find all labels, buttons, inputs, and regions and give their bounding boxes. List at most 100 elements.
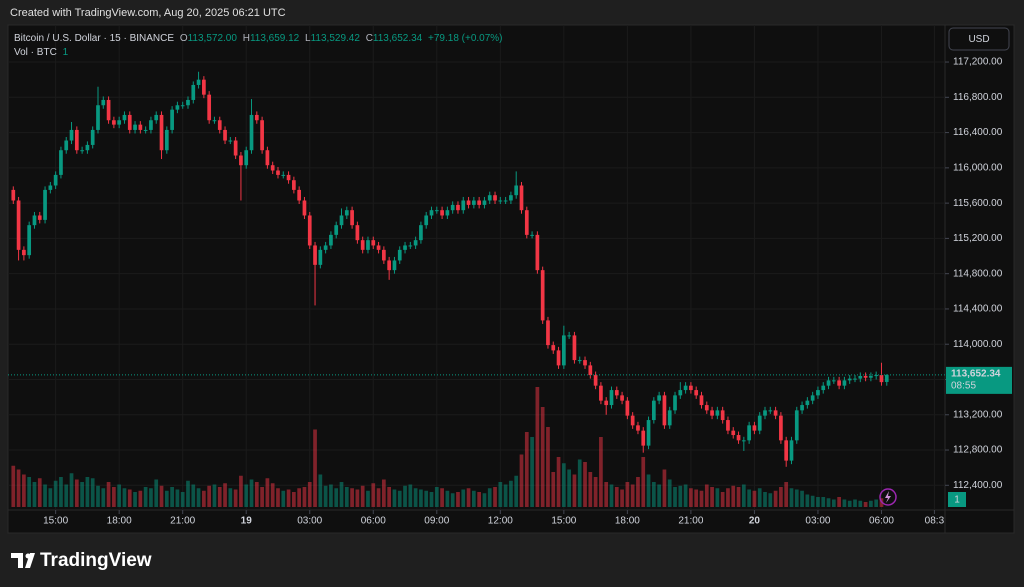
- candle-body: [710, 410, 714, 416]
- volume-bar: [355, 489, 360, 507]
- volume-bar: [186, 480, 190, 507]
- volume-bar: [53, 480, 58, 507]
- watermark-header: Created with TradingView.com, Aug 20, 20…: [10, 7, 286, 19]
- candle-body: [360, 240, 365, 250]
- candle-body: [731, 430, 736, 436]
- volume-bar: [344, 487, 349, 507]
- candle-body: [450, 204, 455, 211]
- volume-bar: [16, 469, 21, 507]
- volume-bar: [794, 489, 799, 507]
- candle-body: [874, 375, 879, 377]
- volume-bar: [551, 472, 556, 507]
- volume-bar: [376, 488, 381, 507]
- candle-body: [37, 215, 42, 220]
- candle-body: [254, 114, 259, 121]
- volume-bar: [810, 495, 815, 507]
- volume-bar: [509, 480, 513, 507]
- volume-bar: [450, 493, 455, 507]
- candle-body: [673, 395, 677, 411]
- candle-body: [149, 120, 153, 130]
- axes: 117,200.00 116,800.00 116,400.00 116,000.00…: [8, 57, 1012, 527]
- volume-bar: [757, 488, 762, 507]
- y-tick-label: 113,200.00: [953, 409, 1003, 420]
- volume-bar: [228, 488, 233, 507]
- candle-body: [625, 400, 630, 416]
- candle-body: [503, 200, 508, 202]
- candle-body: [847, 378, 852, 381]
- volume-bar: [27, 477, 32, 507]
- alert-circle[interactable]: [879, 488, 897, 506]
- candle-body: [239, 155, 243, 166]
- candle-body: [636, 425, 640, 431]
- candle-body: [244, 150, 249, 166]
- volume-bar: [80, 482, 84, 507]
- candle-body: [392, 260, 397, 271]
- candle-body: [11, 189, 16, 201]
- candle-body: [270, 165, 275, 171]
- candle-body: [879, 375, 884, 383]
- volume-bar: [831, 499, 836, 507]
- candle-body: [371, 240, 376, 246]
- candle-body: [382, 249, 386, 261]
- volume-bar: [620, 489, 624, 507]
- volume-bar: [561, 463, 566, 507]
- candle-body: [524, 210, 529, 235]
- candle-body: [117, 120, 122, 125]
- candle-body: [630, 415, 635, 426]
- volume-bar: [731, 485, 736, 507]
- candle-body: [794, 410, 799, 441]
- candle-body: [561, 335, 566, 366]
- candle-body: [614, 390, 619, 396]
- candle-body: [694, 390, 699, 396]
- alert-bolt[interactable]: [885, 491, 891, 503]
- candle-body: [747, 425, 751, 441]
- candle-body: [212, 120, 217, 122]
- y-tick-label: 114,000.00: [953, 339, 1003, 350]
- candle-body: [831, 380, 836, 382]
- candle-body: [741, 440, 746, 442]
- volume-bar: [350, 488, 354, 507]
- candle-body: [853, 378, 857, 380]
- y-tick-label: 116,800.00: [953, 92, 1003, 103]
- change-label: +79.18 (+0.07%): [428, 33, 503, 44]
- currency-button[interactable]: [948, 27, 1010, 51]
- candle-body: [143, 129, 148, 131]
- candle-body: [651, 400, 656, 421]
- volume-bar: [334, 488, 339, 507]
- volume-bar: [329, 484, 333, 507]
- alert-icon[interactable]: [879, 488, 897, 506]
- volume-bar: [223, 483, 227, 507]
- volume-bar: [371, 483, 376, 507]
- candle-body: [180, 105, 185, 107]
- candle-body: [334, 225, 339, 235]
- candle-body: [726, 420, 730, 431]
- volume-bar: [212, 484, 217, 507]
- volume-bar: [641, 457, 646, 507]
- candle-body: [509, 195, 513, 201]
- volume-bar: [32, 482, 37, 507]
- candle-body: [223, 129, 227, 141]
- volume-bar: [48, 488, 53, 507]
- volume-bar: [366, 490, 370, 507]
- volume-bar: [397, 490, 402, 507]
- candle-body: [863, 375, 868, 378]
- candle-body: [249, 114, 254, 151]
- candle-body: [106, 99, 111, 121]
- candle-body: [530, 234, 534, 236]
- candle-body: [752, 425, 757, 431]
- candle-body: [768, 410, 773, 412]
- volume-bar: [625, 482, 630, 507]
- candle-body: [662, 395, 667, 426]
- candle-body: [376, 245, 381, 250]
- currency-label[interactable]: USD: [968, 34, 989, 45]
- candle-body: [858, 375, 863, 379]
- candle-body: [318, 249, 323, 265]
- volume-bar: [768, 493, 773, 507]
- y-tick-label: 114,800.00: [953, 268, 1003, 279]
- brand-logo: TradingView: [11, 550, 152, 571]
- legend-value: 113,529.42: [311, 33, 361, 44]
- volume-bar: [514, 475, 519, 507]
- volume-label: Vol · BTC: [14, 47, 57, 58]
- candle-body: [85, 144, 90, 151]
- volume-bar: [736, 487, 741, 507]
